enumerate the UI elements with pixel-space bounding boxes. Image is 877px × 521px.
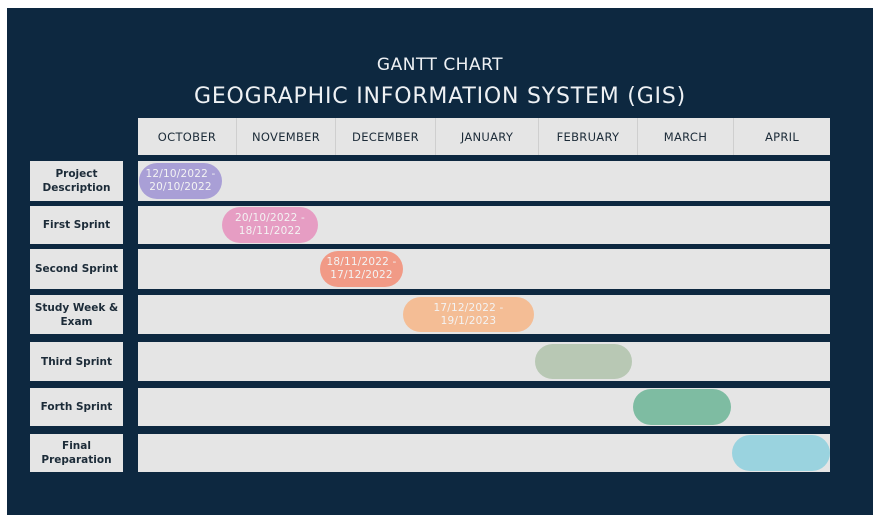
task-bar-study-week-exam: 17/12/2022 - 19/1/2023 xyxy=(403,297,534,332)
month-header-january: JANUARY xyxy=(436,118,539,155)
task-bar-third-sprint xyxy=(535,344,632,379)
month-header-october: OCTOBER xyxy=(138,118,237,155)
month-header-february: FEBRUARY xyxy=(539,118,638,155)
task-track-final-preparation xyxy=(138,434,830,472)
task-bar-first-sprint: 20/10/2022 - 18/11/2022 xyxy=(222,207,318,243)
task-track-third-sprint xyxy=(138,342,830,381)
month-header-april: APRIL xyxy=(734,118,830,155)
task-bar-forth-sprint xyxy=(633,389,731,425)
task-label-final-preparation: Final Preparation xyxy=(30,434,123,472)
task-label-third-sprint: Third Sprint xyxy=(30,342,123,381)
task-bar-second-sprint: 18/11/2022 - 17/12/2022 xyxy=(320,251,403,287)
task-label-forth-sprint: Forth Sprint xyxy=(30,388,123,426)
task-bar-project-description: 12/10/2022 - 20/10/2022 xyxy=(139,163,222,199)
month-header-november: NOVEMBER xyxy=(237,118,336,155)
task-bar-final-preparation xyxy=(732,435,830,471)
task-track-project-description xyxy=(138,161,830,201)
month-header-march: MARCH xyxy=(638,118,734,155)
chart-kicker: GANTT CHART xyxy=(376,55,504,75)
task-label-project-description: Project Description xyxy=(30,161,123,201)
task-label-study-week-exam: Study Week & Exam xyxy=(30,295,123,334)
month-header-december: DECEMBER xyxy=(336,118,436,155)
task-label-first-sprint: First Sprint xyxy=(30,206,123,244)
task-track-second-sprint xyxy=(138,249,830,289)
task-label-second-sprint: Second Sprint xyxy=(30,249,123,289)
chart-title: GEOGRAPHIC INFORMATION SYSTEM (GIS) xyxy=(194,84,686,109)
